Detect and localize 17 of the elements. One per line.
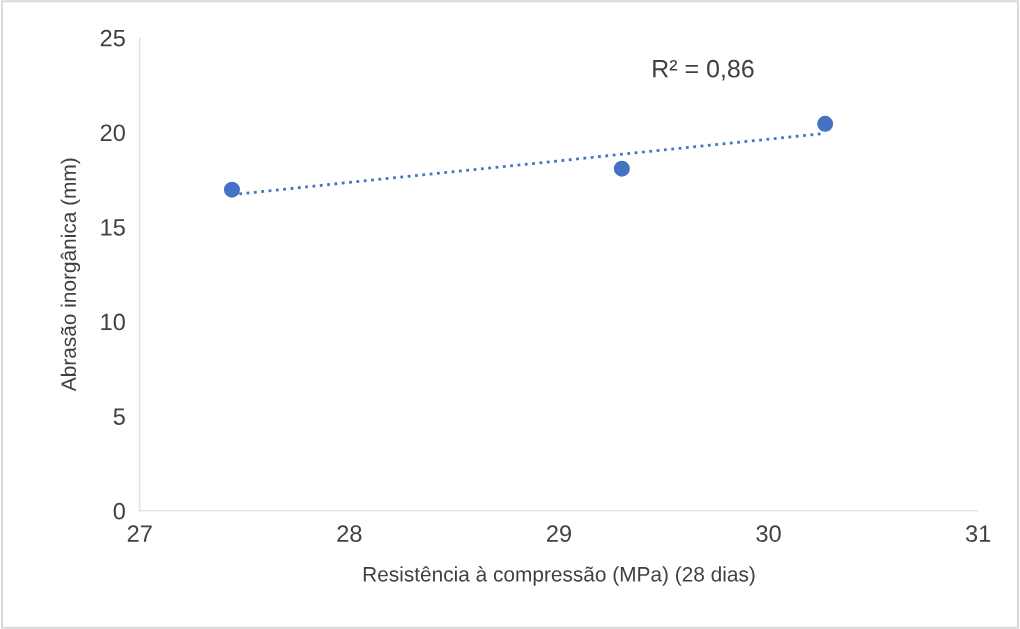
y-tick-label: 10 bbox=[101, 313, 125, 331]
x-tick-label: 29 bbox=[547, 525, 571, 542]
y-tick-label: 5 bbox=[113, 408, 125, 425]
point bbox=[223, 181, 240, 198]
x-tick-label: 31 bbox=[965, 525, 991, 542]
y-tick-label: 0 bbox=[113, 502, 125, 520]
y-tick-label: 20 bbox=[100, 124, 125, 142]
x-tick-label: 27 bbox=[127, 525, 152, 542]
point bbox=[817, 115, 834, 132]
x-tick-label: 28 bbox=[337, 525, 362, 542]
x-axis-title: Resistência à compressão (MPa) (28 dias) bbox=[363, 566, 755, 586]
y-tick-label: 15 bbox=[101, 219, 125, 236]
y-axis-title: Abrasão inorgânica (mm) bbox=[60, 158, 81, 392]
y-tick-label: 25 bbox=[100, 29, 125, 47]
x-tick-label: 30 bbox=[756, 525, 781, 542]
point bbox=[613, 160, 630, 177]
annotation: R² = 0,86 bbox=[653, 59, 754, 81]
